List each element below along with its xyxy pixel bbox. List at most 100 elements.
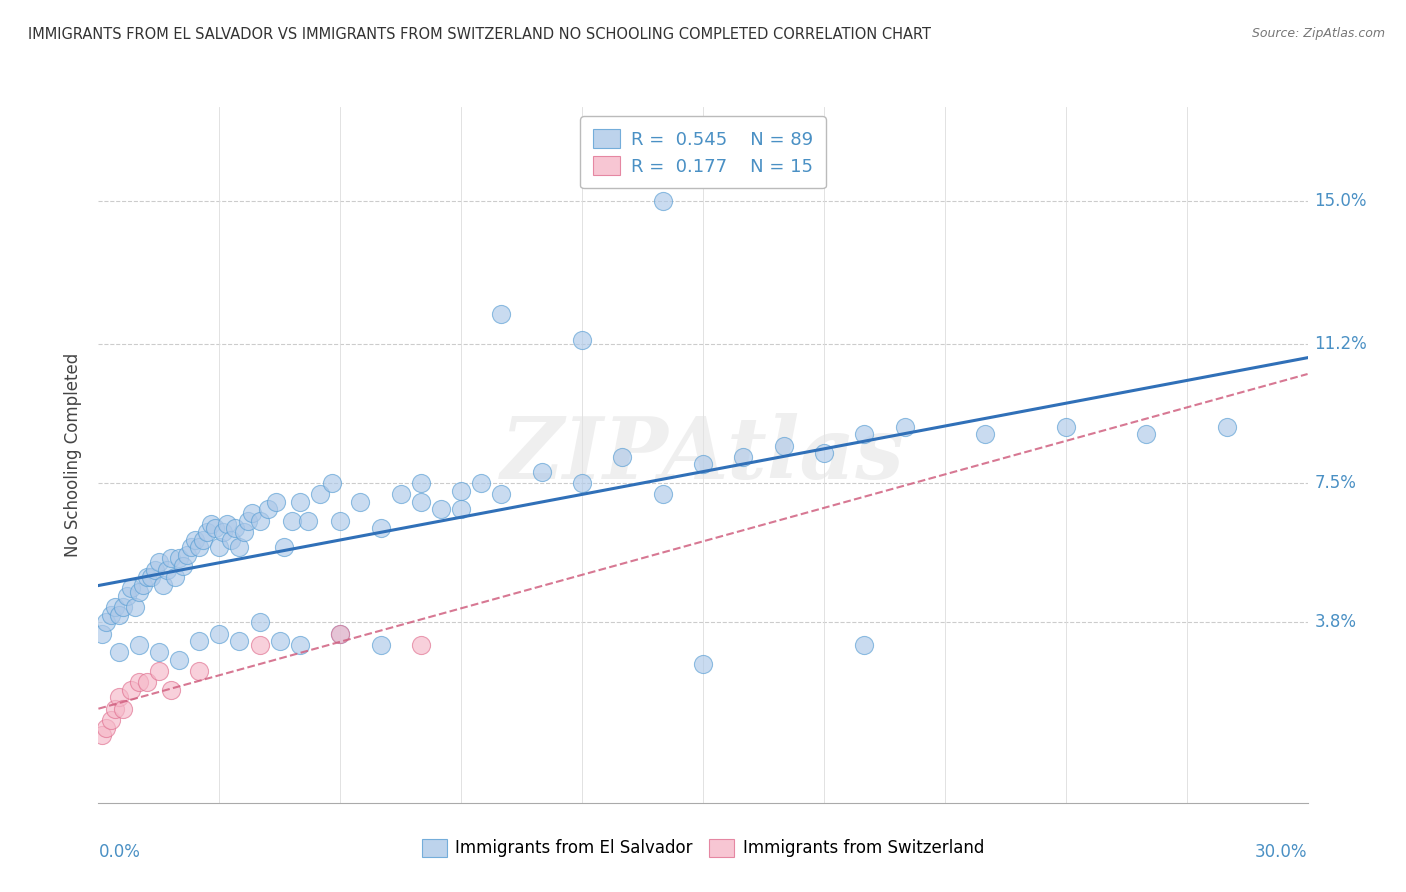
- Point: [152, 577, 174, 591]
- Point: [208, 626, 231, 640]
- Point: [409, 495, 432, 509]
- Point: [107, 690, 129, 705]
- Point: [139, 570, 162, 584]
- Point: [120, 582, 142, 596]
- Point: [288, 495, 311, 509]
- Point: [156, 563, 179, 577]
- Point: [103, 600, 125, 615]
- Text: 3.8%: 3.8%: [1315, 614, 1357, 632]
- Point: [409, 638, 432, 652]
- Point: [288, 638, 311, 652]
- Point: [120, 683, 142, 698]
- Point: [135, 570, 157, 584]
- Point: [329, 626, 352, 640]
- Point: [321, 476, 343, 491]
- Point: [853, 638, 876, 652]
- Point: [450, 483, 472, 498]
- Point: [167, 551, 190, 566]
- Point: [240, 506, 263, 520]
- Point: [571, 476, 593, 491]
- Point: [195, 524, 218, 539]
- Point: [160, 551, 183, 566]
- Point: [491, 307, 513, 321]
- Point: [370, 521, 392, 535]
- Point: [91, 728, 114, 742]
- Point: [297, 514, 319, 528]
- Y-axis label: No Schooling Completed: No Schooling Completed: [65, 353, 83, 557]
- Point: [470, 476, 492, 491]
- Point: [256, 502, 278, 516]
- Text: 30.0%: 30.0%: [1256, 843, 1308, 861]
- Point: [430, 502, 453, 516]
- Point: [115, 589, 138, 603]
- Point: [188, 634, 211, 648]
- Point: [128, 638, 150, 652]
- Text: IMMIGRANTS FROM EL SALVADOR VS IMMIGRANTS FROM SWITZERLAND NO SCHOOLING COMPLETE: IMMIGRANTS FROM EL SALVADOR VS IMMIGRANT…: [28, 27, 931, 42]
- Point: [236, 514, 259, 528]
- Point: [135, 675, 157, 690]
- Point: [100, 713, 122, 727]
- Point: [228, 634, 250, 648]
- Text: 7.5%: 7.5%: [1315, 475, 1357, 492]
- Text: 11.2%: 11.2%: [1315, 335, 1368, 353]
- Point: [974, 427, 997, 442]
- Point: [128, 585, 150, 599]
- Point: [160, 683, 183, 698]
- Point: [100, 607, 122, 622]
- Point: [1135, 427, 1157, 442]
- Point: [249, 514, 271, 528]
- Point: [91, 626, 114, 640]
- Point: [1054, 419, 1077, 434]
- Point: [612, 450, 634, 464]
- Text: 15.0%: 15.0%: [1315, 192, 1367, 210]
- Point: [163, 570, 186, 584]
- Point: [329, 626, 352, 640]
- Point: [228, 540, 250, 554]
- Point: [143, 563, 166, 577]
- Point: [204, 521, 226, 535]
- Point: [813, 446, 835, 460]
- Point: [128, 675, 150, 690]
- Point: [450, 502, 472, 516]
- Point: [281, 514, 304, 528]
- Point: [249, 638, 271, 652]
- Point: [232, 524, 254, 539]
- Point: [111, 600, 134, 615]
- Point: [132, 577, 155, 591]
- Point: [409, 476, 432, 491]
- Point: [309, 487, 332, 501]
- Point: [491, 487, 513, 501]
- Text: Source: ZipAtlas.com: Source: ZipAtlas.com: [1251, 27, 1385, 40]
- Point: [692, 657, 714, 671]
- Point: [111, 702, 134, 716]
- Point: [124, 600, 146, 615]
- Text: ZIPAtlas: ZIPAtlas: [501, 413, 905, 497]
- Point: [200, 517, 222, 532]
- Point: [212, 524, 235, 539]
- Legend: Immigrants from El Salvador, Immigrants from Switzerland: Immigrants from El Salvador, Immigrants …: [415, 832, 991, 864]
- Point: [224, 521, 246, 535]
- Point: [733, 450, 755, 464]
- Point: [96, 721, 118, 735]
- Point: [1216, 419, 1239, 434]
- Point: [389, 487, 412, 501]
- Point: [193, 533, 215, 547]
- Point: [96, 615, 118, 630]
- Point: [217, 517, 239, 532]
- Point: [221, 533, 243, 547]
- Point: [184, 533, 207, 547]
- Point: [167, 653, 190, 667]
- Point: [148, 555, 170, 569]
- Point: [172, 558, 194, 573]
- Point: [370, 638, 392, 652]
- Point: [107, 645, 129, 659]
- Point: [772, 438, 794, 452]
- Point: [329, 514, 352, 528]
- Point: [188, 664, 211, 678]
- Point: [264, 495, 287, 509]
- Point: [107, 607, 129, 622]
- Point: [148, 664, 170, 678]
- Point: [269, 634, 291, 648]
- Point: [103, 702, 125, 716]
- Point: [651, 487, 673, 501]
